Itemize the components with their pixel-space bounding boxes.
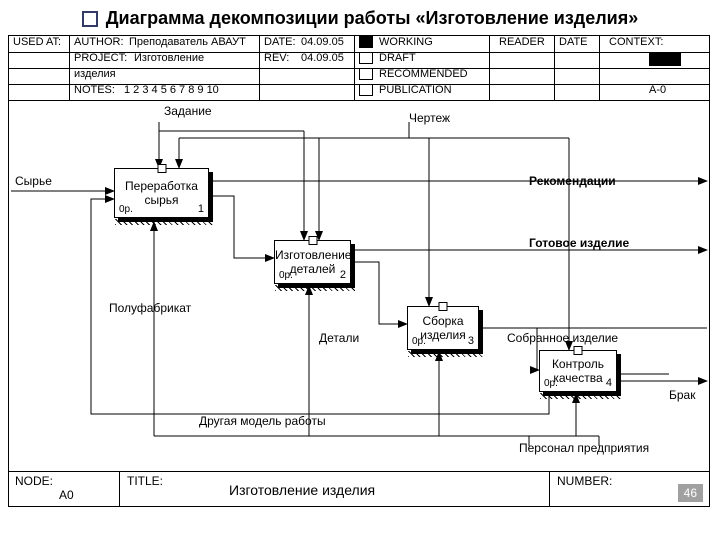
footer-bar: NODE: A0 TITLE: Изготовление изделия NUM… bbox=[9, 471, 709, 506]
date-lbl: DATE: bbox=[264, 36, 296, 48]
used-at: USED AT: bbox=[13, 36, 61, 48]
nub-icon bbox=[574, 346, 583, 355]
lbl-detali: Детали bbox=[319, 331, 359, 345]
lbl-poluf: Полуфабрикат bbox=[109, 301, 191, 315]
notes-val: 1 2 3 4 5 6 7 8 9 10 bbox=[124, 84, 219, 96]
recommended: RECOMMENDED bbox=[379, 68, 468, 80]
publication: PUBLICATION bbox=[379, 84, 452, 96]
working: WORKING bbox=[379, 36, 433, 48]
lbl-drugaya: Другая модель работы bbox=[199, 414, 326, 428]
hdr-div-1 bbox=[69, 36, 70, 100]
page-title: Диаграмма декомпозиции работы «Изготовле… bbox=[8, 8, 712, 29]
author-lbl: AUTHOR: bbox=[74, 36, 124, 48]
box2-op: 0р. bbox=[279, 270, 293, 281]
nub-icon bbox=[439, 302, 448, 311]
context-node: A-0 bbox=[649, 84, 666, 96]
box1-line1: Переработка bbox=[115, 179, 208, 193]
header-row-4: NOTES: 1 2 3 4 5 6 7 8 9 10 PUBLICATION … bbox=[9, 84, 709, 101]
box-3: Сборка изделия 0р. 3 bbox=[407, 306, 479, 350]
box2-num: 2 bbox=[340, 269, 346, 281]
header-row-3: изделия RECOMMENDED bbox=[9, 68, 709, 85]
hdr-div-6 bbox=[599, 36, 600, 100]
ft-div-2 bbox=[549, 472, 550, 506]
rev-lbl: REV: bbox=[264, 52, 289, 64]
lbl-rekom: Рекомендации bbox=[529, 174, 616, 188]
header-row-2: PROJECT: Изготовление REV: 04.09.05 DRAF… bbox=[9, 52, 709, 69]
project-val2: изделия bbox=[74, 68, 116, 80]
title-val: Изготовление изделия bbox=[229, 482, 375, 498]
hdr-div-4 bbox=[489, 36, 490, 100]
project-lbl: PROJECT: bbox=[74, 52, 127, 64]
page-number-badge: 46 bbox=[678, 484, 703, 502]
lbl-chertezh: Чертеж bbox=[409, 111, 450, 125]
box2-line1: Изготовление bbox=[275, 248, 350, 262]
hatch-3 bbox=[408, 351, 483, 357]
idef0-frame: USED AT: AUTHOR: Преподаватель АВАУТ DAT… bbox=[8, 35, 710, 507]
nub-icon bbox=[308, 236, 317, 245]
lbl-gotovoe: Готовое изделие bbox=[529, 236, 629, 250]
box3-op: 0р. bbox=[412, 336, 426, 347]
ft-div-1 bbox=[119, 472, 120, 506]
lbl-zadanie: Задание bbox=[164, 104, 212, 118]
draft: DRAFT bbox=[379, 52, 416, 64]
hdr-div-2 bbox=[259, 36, 260, 100]
arrows-layer bbox=[9, 36, 709, 506]
rev-val: 04.09.05 bbox=[301, 52, 344, 64]
node-val: A0 bbox=[59, 488, 74, 502]
box4-num: 4 bbox=[606, 377, 612, 389]
hatch-1 bbox=[115, 219, 213, 225]
box1-num: 1 bbox=[198, 203, 204, 215]
lbl-sobr: Собранное изделие bbox=[507, 331, 618, 345]
date-val: 04.09.05 bbox=[301, 36, 344, 48]
box4-line1: Контроль bbox=[540, 357, 616, 371]
hatch-4 bbox=[540, 393, 621, 399]
lbl-personal: Персонал предприятия bbox=[519, 441, 649, 455]
box-2: Изготовление деталей 0р. 2 bbox=[274, 240, 351, 284]
author-val: Преподаватель АВАУТ bbox=[129, 36, 246, 48]
lbl-syrye: Сырье bbox=[15, 174, 52, 188]
box3-num: 3 bbox=[468, 335, 474, 347]
reader: READER bbox=[499, 36, 545, 48]
header-row-1: USED AT: AUTHOR: Преподаватель АВАУТ DAT… bbox=[9, 36, 709, 53]
box1-op: 0р. bbox=[119, 204, 133, 215]
box-1: Переработка сырья 0р. 1 bbox=[114, 168, 209, 218]
box-4: Контроль качества 0р. 4 bbox=[539, 350, 617, 392]
nub-icon bbox=[157, 164, 166, 173]
title-lbl: TITLE: bbox=[127, 474, 163, 488]
context: CONTEXT: bbox=[609, 36, 663, 48]
project-val: Изготовление bbox=[134, 52, 204, 64]
node-lbl: NODE: bbox=[15, 474, 53, 488]
notes-lbl: NOTES: bbox=[74, 84, 115, 96]
box4-op: 0р. bbox=[544, 378, 558, 389]
hdr-div-3 bbox=[354, 36, 355, 100]
number-lbl: NUMBER: bbox=[557, 474, 612, 488]
date2: DATE bbox=[559, 36, 588, 48]
hdr-div-5 bbox=[554, 36, 555, 100]
box3-line1: Сборка bbox=[408, 314, 478, 328]
hatch-2 bbox=[275, 285, 355, 291]
lbl-brak: Брак bbox=[669, 388, 695, 402]
